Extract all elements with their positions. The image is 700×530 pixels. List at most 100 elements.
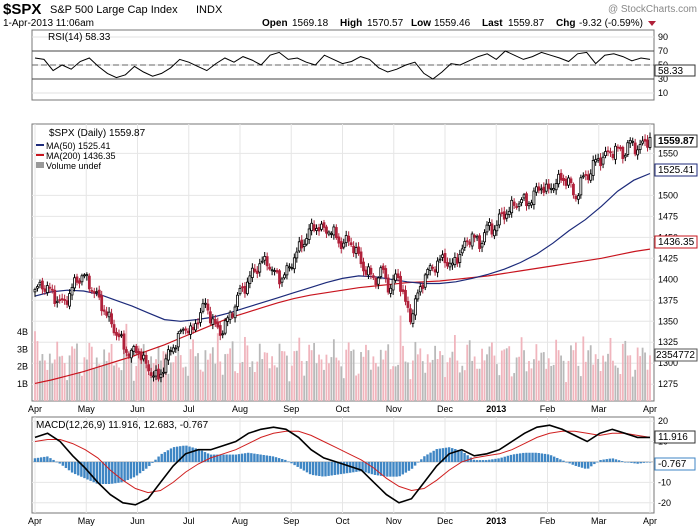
macd-hist-bar bbox=[342, 461, 346, 474]
candle-body bbox=[621, 146, 625, 159]
candle-body bbox=[295, 251, 299, 259]
volume-bar bbox=[520, 337, 523, 401]
volume-bar bbox=[293, 351, 296, 401]
macd-x-tick-label: 2013 bbox=[486, 516, 506, 526]
volume-bar bbox=[323, 369, 325, 401]
candle-body bbox=[416, 292, 420, 300]
candle-body bbox=[176, 333, 180, 348]
macd-value-label: 11.916 bbox=[658, 432, 688, 443]
macd-hist-bar bbox=[154, 459, 157, 462]
candle-body bbox=[107, 311, 111, 318]
volume-bar bbox=[350, 351, 353, 401]
macd-hist-bar bbox=[497, 458, 500, 462]
candle-body bbox=[120, 334, 123, 337]
volume-bar bbox=[525, 371, 528, 401]
candle-body bbox=[238, 287, 242, 295]
macd-hist-bar bbox=[574, 461, 578, 466]
volume-bar bbox=[478, 368, 481, 401]
candle-body bbox=[149, 372, 153, 376]
volume-bar bbox=[508, 346, 511, 401]
volume-bar bbox=[434, 345, 437, 401]
macd-hist-bar bbox=[123, 461, 126, 482]
candle-body bbox=[532, 190, 536, 205]
volume-bar bbox=[81, 375, 83, 401]
volume-bar bbox=[335, 357, 338, 401]
volume-bar bbox=[318, 354, 320, 401]
x-tick-label: May bbox=[78, 404, 96, 414]
volume-bar bbox=[491, 342, 493, 401]
volume-bar bbox=[616, 367, 619, 401]
volume-bar bbox=[194, 356, 197, 401]
volume-bar bbox=[268, 368, 271, 401]
macd-hist-bar bbox=[182, 445, 185, 462]
macd-hist-bar bbox=[290, 461, 293, 464]
macd-tick-label: -10 bbox=[658, 477, 671, 487]
macd-hist-bar bbox=[645, 461, 649, 463]
volume-bar bbox=[377, 366, 380, 401]
macd-hist-bar bbox=[624, 461, 627, 463]
candle-body bbox=[636, 149, 640, 156]
macd-hist-bar bbox=[586, 461, 590, 469]
volume-bar bbox=[328, 363, 330, 401]
volume-bar bbox=[103, 349, 106, 401]
low-label: Low bbox=[411, 18, 431, 29]
volume-bar bbox=[308, 344, 311, 401]
volume-bar bbox=[414, 341, 417, 401]
volume-bar bbox=[88, 342, 91, 401]
macd-hist-bar bbox=[608, 458, 612, 462]
volume-bar bbox=[515, 357, 518, 401]
macd-hist-bar bbox=[64, 461, 68, 469]
macd-hist-bar bbox=[265, 455, 268, 462]
candle-body bbox=[446, 262, 449, 267]
candle-body bbox=[576, 195, 580, 200]
volume-bar bbox=[295, 350, 298, 401]
macd-hist-bar bbox=[247, 452, 250, 462]
volume-bar bbox=[402, 345, 404, 401]
volume-bar bbox=[575, 342, 577, 401]
price-tick-label: 1425 bbox=[658, 253, 678, 263]
candle-body bbox=[497, 213, 501, 226]
macd-hist-bar bbox=[311, 461, 315, 476]
macd-hist-bar bbox=[107, 461, 111, 484]
volume-bar bbox=[458, 372, 461, 401]
volume-bar bbox=[310, 350, 313, 401]
volume-bar bbox=[357, 373, 360, 401]
volume-bar bbox=[48, 353, 51, 401]
volume-bar bbox=[362, 356, 365, 401]
macd-hist-bar bbox=[519, 453, 522, 462]
macd-hist-bar bbox=[148, 461, 151, 467]
macd-hist-bar bbox=[559, 459, 562, 462]
volume-bar bbox=[582, 336, 585, 401]
volume-bar bbox=[471, 360, 474, 401]
candle-body bbox=[228, 311, 232, 320]
volume-bar bbox=[436, 359, 439, 401]
volume-bar bbox=[587, 350, 590, 401]
volume-bar bbox=[409, 379, 412, 401]
candle-body bbox=[201, 303, 205, 312]
ma50-line bbox=[34, 172, 651, 322]
volume-bar bbox=[169, 362, 172, 401]
volume-bar bbox=[473, 356, 476, 401]
candle-body bbox=[357, 246, 360, 254]
candle-body bbox=[426, 269, 430, 276]
candle-body bbox=[492, 229, 496, 237]
volume-bar bbox=[607, 353, 609, 401]
candle-body bbox=[638, 144, 642, 150]
volume-bar bbox=[518, 356, 520, 401]
macd-x-tick-label: Oct bbox=[335, 516, 350, 526]
macd-hist-bar bbox=[194, 448, 197, 462]
candle-body bbox=[273, 270, 276, 272]
volume-bar bbox=[315, 363, 318, 401]
volume-bar bbox=[226, 353, 229, 401]
candle-body bbox=[601, 156, 605, 165]
macd-hist-bar bbox=[179, 446, 182, 462]
candle-body bbox=[147, 364, 151, 372]
volume-bar bbox=[367, 350, 370, 401]
macd-tick-label: 20 bbox=[658, 416, 668, 426]
macd-hist-bar bbox=[191, 447, 194, 462]
volume-bar bbox=[283, 351, 286, 401]
candle-body bbox=[127, 353, 131, 357]
ma200-legend: MA(200) 1436.35 bbox=[46, 151, 116, 161]
candle-body bbox=[70, 287, 74, 296]
candle-body bbox=[406, 301, 410, 308]
